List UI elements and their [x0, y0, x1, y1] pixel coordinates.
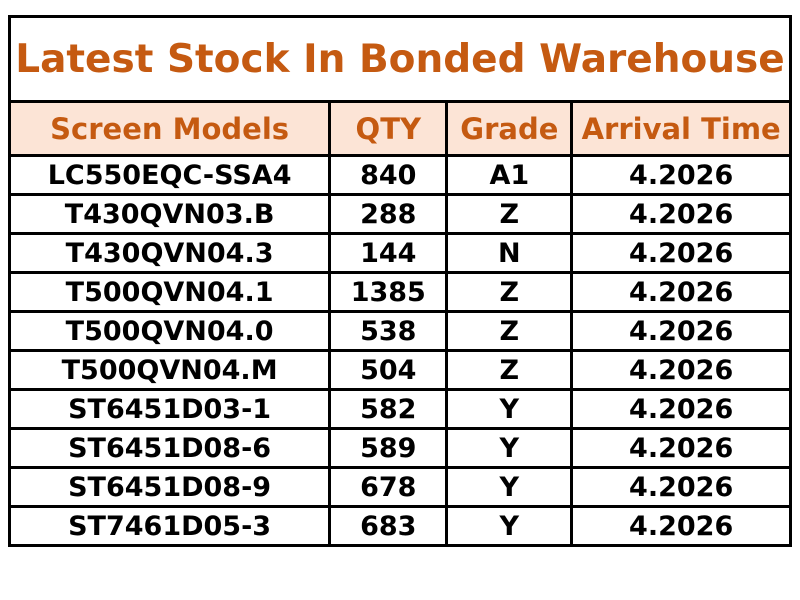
model-cell: T430QVN03.B: [7, 193, 332, 235]
arrival-cell: 4.2026: [570, 349, 792, 391]
table-row: ST6451D03-1 582 Y 4.2026: [7, 388, 792, 430]
table-row: ST6451D08-9 678 Y 4.2026: [7, 466, 792, 508]
column-header-qty: QTY: [328, 100, 449, 157]
column-header-grade: Grade: [445, 100, 574, 157]
qty-cell: 582: [328, 388, 449, 430]
grade-cell: N: [445, 232, 574, 274]
arrival-cell: 4.2026: [570, 505, 792, 547]
arrival-cell: 4.2026: [570, 193, 792, 235]
table-row: ST7461D05-3 683 Y 4.2026: [7, 505, 792, 547]
arrival-cell: 4.2026: [570, 466, 792, 508]
table-row: T430QVN04.3 144 N 4.2026: [7, 232, 792, 274]
grade-cell: Y: [445, 505, 574, 547]
model-cell: LC550EQC-SSA4: [7, 154, 332, 196]
model-cell: T500QVN04.1: [7, 271, 332, 313]
arrival-cell: 4.2026: [570, 232, 792, 274]
qty-cell: 288: [328, 193, 449, 235]
table-row: T500QVN04.0 538 Z 4.2026: [7, 310, 792, 352]
grade-cell: Y: [445, 466, 574, 508]
grade-cell: Z: [445, 271, 574, 313]
arrival-cell: 4.2026: [570, 154, 792, 196]
grade-cell: Z: [445, 193, 574, 235]
qty-cell: 538: [328, 310, 449, 352]
table-row: ST6451D08-6 589 Y 4.2026: [7, 427, 792, 469]
model-cell: ST6451D03-1: [7, 388, 332, 430]
arrival-cell: 4.2026: [570, 388, 792, 430]
grade-cell: A1: [445, 154, 574, 196]
table-row: LC550EQC-SSA4 840 A1 4.2026: [7, 154, 792, 196]
qty-cell: 589: [328, 427, 449, 469]
table-row: T500QVN04.1 1385 Z 4.2026: [7, 271, 792, 313]
column-header-arrival-time: Arrival Time: [570, 100, 792, 157]
arrival-cell: 4.2026: [570, 427, 792, 469]
stock-table: Latest Stock In Bonded Warehouse Screen …: [7, 15, 792, 547]
column-header-screen-models: Screen Models: [7, 100, 332, 157]
model-cell: T500QVN04.0: [7, 310, 332, 352]
grade-cell: Y: [445, 388, 574, 430]
arrival-cell: 4.2026: [570, 271, 792, 313]
model-cell: T430QVN04.3: [7, 232, 332, 274]
qty-cell: 144: [328, 232, 449, 274]
qty-cell: 504: [328, 349, 449, 391]
table-header-row: Screen Models QTY Grade Arrival Time: [7, 100, 792, 157]
title-row: Latest Stock In Bonded Warehouse: [8, 15, 792, 103]
model-cell: ST7461D05-3: [7, 505, 332, 547]
grade-cell: Y: [445, 427, 574, 469]
grade-cell: Z: [445, 310, 574, 352]
model-cell: T500QVN04.M: [7, 349, 332, 391]
qty-cell: 840: [328, 154, 449, 196]
grade-cell: Z: [445, 349, 574, 391]
page-title: Latest Stock In Bonded Warehouse: [8, 15, 792, 103]
model-cell: ST6451D08-9: [7, 466, 332, 508]
table-row: T500QVN04.M 504 Z 4.2026: [7, 349, 792, 391]
qty-cell: 678: [328, 466, 449, 508]
qty-cell: 1385: [328, 271, 449, 313]
arrival-cell: 4.2026: [570, 310, 792, 352]
model-cell: ST6451D08-6: [7, 427, 332, 469]
table-row: T430QVN03.B 288 Z 4.2026: [7, 193, 792, 235]
qty-cell: 683: [328, 505, 449, 547]
